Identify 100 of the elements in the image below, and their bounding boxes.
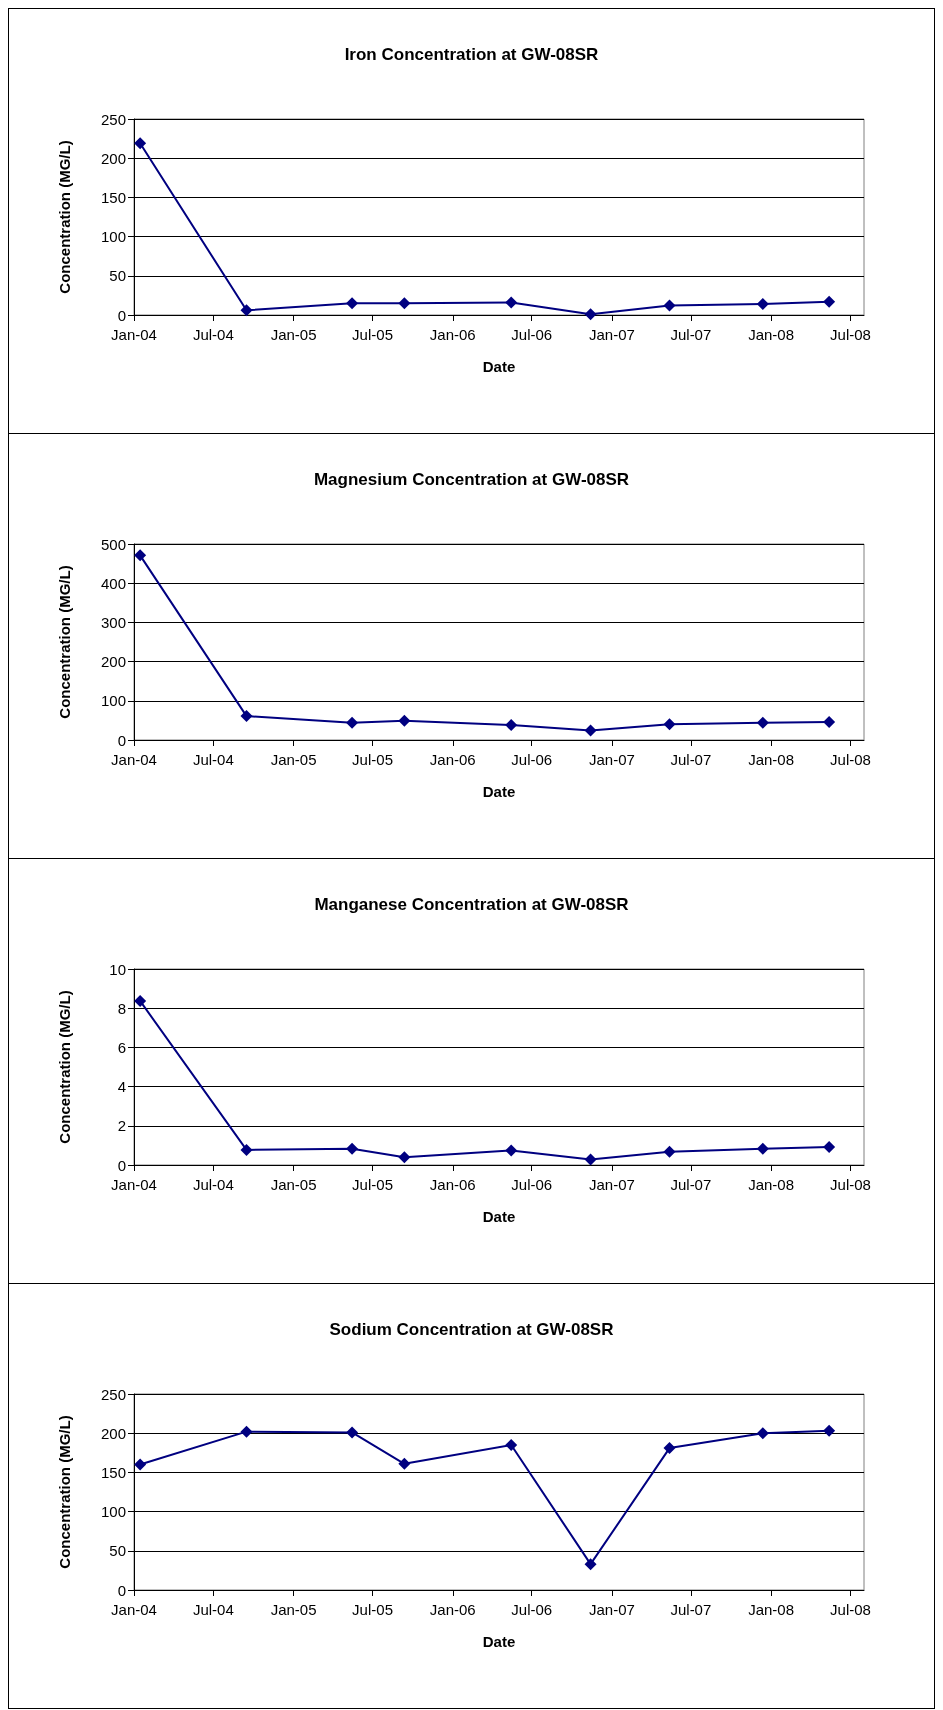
y-tick-label: 0: [117, 731, 126, 749]
point: [240, 304, 253, 317]
point: [756, 1427, 769, 1440]
x-tick-label: Jul-08: [830, 1176, 871, 1193]
y-tick-label: 2: [117, 1117, 126, 1135]
y-tick-label: 0: [117, 306, 126, 324]
y-axis-title: Concentration (MG/L): [56, 140, 73, 294]
x-tick-label: Jan-06: [429, 1601, 476, 1618]
x-tick-label: Jul-07: [670, 1601, 712, 1618]
point: [134, 994, 147, 1007]
chart-title: Manganese Concentration at GW-08SR: [314, 895, 629, 914]
x-axis-title: Date: [482, 1633, 516, 1650]
x-tick-label: Jul-07: [670, 326, 712, 343]
chart-title: Magnesium Concentration at GW-08SR: [313, 470, 630, 489]
point: [346, 716, 359, 729]
point: [398, 297, 411, 310]
x-axis-title: Date: [482, 783, 516, 800]
y-tick-label: 0: [117, 1156, 126, 1174]
x-axis-title: Date: [482, 358, 516, 375]
y-tick-label: 100: [100, 1503, 126, 1521]
y-tick-label: 200: [100, 1424, 126, 1442]
x-axis-title: Date: [482, 1208, 516, 1225]
point: [584, 308, 597, 321]
x-tick-label: Jul-05: [352, 751, 393, 768]
x-tick-label: Jan-06: [429, 751, 476, 768]
x-tick-label: Jul-05: [352, 1176, 393, 1193]
x-tick-label: Jan-06: [429, 326, 476, 343]
point: [398, 714, 411, 727]
y-axis-title: Concentration (MG/L): [56, 565, 73, 719]
point: [584, 1153, 597, 1166]
x-tick-label: Jan-05: [270, 326, 317, 343]
y-tick-label: 500: [100, 535, 126, 553]
y-tick-label: 250: [100, 1385, 126, 1403]
chart-title: Iron Concentration at GW-08SR: [344, 45, 599, 64]
point: [346, 297, 359, 310]
x-tick-label: Jan-07: [589, 751, 635, 768]
x-tick-label: Jul-06: [511, 326, 553, 343]
x-tick-label: Jan-08: [748, 326, 795, 343]
y-tick-label: 50: [109, 267, 126, 285]
point: [240, 1143, 253, 1156]
point: [134, 549, 147, 562]
x-tick-label: Jul-05: [352, 1601, 393, 1618]
y-tick-label: 300: [100, 613, 126, 631]
y-tick-label: 150: [100, 1463, 126, 1481]
point: [823, 1140, 836, 1153]
point: [240, 710, 253, 723]
y-tick-label: 250: [100, 110, 126, 128]
y-tick-label: 8: [117, 999, 126, 1017]
x-tick-label: Jul-08: [830, 326, 871, 343]
point: [346, 1426, 359, 1439]
x-tick-label: Jul-06: [511, 751, 553, 768]
y-tick-label: 0: [117, 1581, 126, 1599]
x-tick-label: Jan-07: [589, 1601, 635, 1618]
y-tick-label: 50: [109, 1542, 126, 1560]
x-tick-label: Jan-04: [111, 1176, 157, 1193]
y-axis-title: Concentration (MG/L): [56, 1415, 73, 1569]
x-tick-label: Jul-06: [511, 1176, 553, 1193]
x-tick-label: Jul-05: [352, 326, 393, 343]
x-tick-label: Jul-04: [192, 1601, 234, 1618]
point: [756, 1142, 769, 1155]
x-tick-label: Jan-07: [589, 1176, 635, 1193]
x-tick-label: Jul-07: [670, 1176, 712, 1193]
x-tick-label: Jan-07: [589, 326, 635, 343]
point: [823, 715, 836, 728]
x-tick-label: Jul-04: [192, 1176, 234, 1193]
chart-title: Sodium Concentration at GW-08SR: [329, 1320, 614, 1339]
y-tick-label: 100: [100, 228, 126, 246]
y-tick-label: 400: [100, 574, 126, 592]
point: [505, 1438, 518, 1451]
point: [346, 1142, 359, 1155]
x-tick-label: Jul-07: [670, 751, 712, 768]
x-tick-label: Jan-08: [748, 1601, 795, 1618]
x-tick-label: Jan-04: [111, 1601, 157, 1618]
x-tick-label: Jan-04: [111, 326, 157, 343]
point: [584, 1558, 597, 1571]
x-tick-label: Jul-08: [830, 751, 871, 768]
point: [584, 724, 597, 737]
point: [398, 1457, 411, 1470]
y-tick-label: 150: [100, 188, 126, 206]
x-tick-label: Jan-08: [748, 1176, 795, 1193]
y-tick-label: 6: [117, 1038, 126, 1056]
x-tick-label: Jan-04: [111, 751, 157, 768]
point: [505, 296, 518, 309]
x-tick-label: Jan-06: [429, 1176, 476, 1193]
y-tick-label: 4: [117, 1078, 126, 1096]
point: [398, 1151, 411, 1164]
x-tick-label: Jan-08: [748, 751, 795, 768]
point: [756, 716, 769, 729]
point: [823, 1424, 836, 1437]
point: [134, 137, 147, 150]
x-tick-label: Jul-04: [192, 326, 234, 343]
point: [134, 1458, 147, 1471]
y-axis-title: Concentration (MG/L): [56, 990, 73, 1144]
x-tick-label: Jul-06: [511, 1601, 553, 1618]
y-tick-label: 100: [100, 692, 126, 710]
point: [663, 1145, 676, 1158]
x-tick-label: Jan-05: [270, 1601, 317, 1618]
point: [505, 1144, 518, 1157]
x-tick-label: Jan-05: [270, 1176, 317, 1193]
point: [663, 299, 676, 312]
